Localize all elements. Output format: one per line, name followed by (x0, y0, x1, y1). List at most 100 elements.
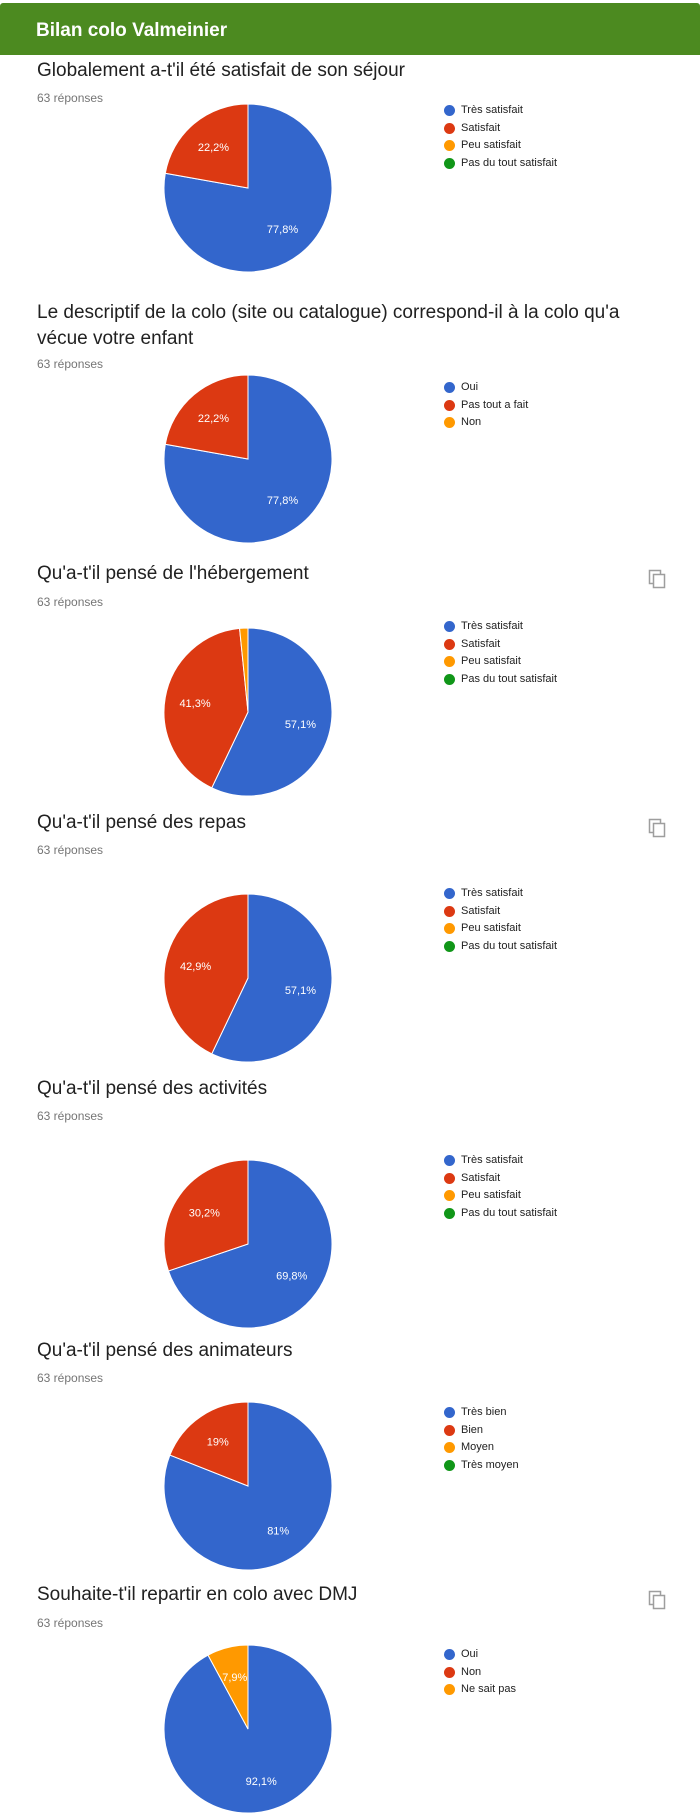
copy-chart-icon[interactable] (648, 818, 666, 838)
legend-label: Très bien (461, 1406, 507, 1418)
pie-chart: 77,8% 22,2% (163, 374, 333, 544)
pie-slice (163, 103, 333, 273)
legend-color-dot (444, 656, 455, 667)
legend-color-dot (444, 1459, 455, 1471)
legend-label: Pas du tout satisfait (461, 1206, 557, 1219)
question-title: Qu'a-t'il pensé des activités (37, 1078, 268, 1099)
legend-label: Très satisfait (461, 104, 523, 116)
legend-color-dot (444, 1442, 455, 1453)
copy-chart-icon[interactable] (648, 569, 666, 589)
legend-label: Non (461, 1665, 482, 1678)
question-title: Souhaite-t'il repartir en colo avec DMJ (37, 1584, 358, 1605)
pie-chart: 92,1% 7,9% (163, 1644, 333, 1814)
slice-label: 77,8% (267, 495, 298, 507)
legend-color-dot (444, 1424, 455, 1436)
legend-color-dot (444, 157, 455, 169)
copy-chart-icon[interactable] (648, 1590, 666, 1610)
question-title: Le descriptif de la colo (site ou catalo… (37, 302, 620, 349)
pie-chart: 77,8% 22,2% (163, 103, 333, 273)
slice-label: 92,1% (246, 1776, 277, 1788)
pie-chart: 69,8% 30,2% (163, 1159, 333, 1329)
pie-slice (163, 627, 249, 789)
response-count: 63 réponses (37, 1109, 104, 1123)
legend-label: Oui (461, 1648, 479, 1660)
pie-slice (211, 627, 333, 797)
pie-slice (163, 374, 333, 544)
legend-label: Peu satisfait (461, 922, 521, 934)
slice-label: 7,9% (222, 1672, 247, 1684)
slice-label: 42,9% (180, 961, 211, 973)
legend-color-dot (444, 399, 455, 411)
pie-slice (211, 893, 333, 1063)
slice-label: 19% (207, 1437, 229, 1449)
form-header: Bilan colo Valmeinier (0, 3, 700, 55)
legend-color-dot (444, 122, 455, 134)
legend-label: Satisfait (461, 904, 501, 917)
legend-label: Très satisfait (461, 620, 523, 632)
legend-label: Satisfait (461, 1171, 501, 1184)
legend-label: Satisfait (461, 637, 501, 650)
response-count: 63 réponses (37, 1616, 104, 1630)
response-count: 63 réponses (37, 91, 104, 105)
question-title: Qu'a-t'il pensé des animateurs (37, 1340, 293, 1361)
pie-slice (164, 103, 249, 189)
legend-color-dot (444, 621, 455, 632)
pie-slice (167, 1159, 333, 1329)
pie-slice (163, 1401, 333, 1571)
legend-label: Ne sait pas (461, 1683, 517, 1695)
slice-label: 77,8% (267, 224, 298, 236)
legend-color-dot (444, 638, 455, 650)
pie-slice (164, 374, 249, 460)
pie-slice (163, 1159, 249, 1272)
legend-color-dot (444, 1172, 455, 1184)
pie-chart: 81% 19% (163, 1401, 333, 1571)
legend-color-dot (444, 1190, 455, 1201)
legend-label: Pas tout a fait (461, 398, 529, 411)
form-title: Bilan colo Valmeinier (36, 20, 228, 41)
legend-color-dot (444, 940, 455, 952)
legend-label: Très moyen (461, 1458, 519, 1471)
legend-label: Bien (461, 1423, 484, 1436)
slice-label: 30,2% (189, 1208, 220, 1220)
pie-slice (163, 893, 249, 1055)
legend-color-dot (444, 923, 455, 934)
legend-label: Peu satisfait (461, 655, 521, 667)
slice-label: 41,3% (179, 698, 210, 710)
slice-label: 22,2% (198, 413, 229, 425)
pie-chart: 57,1% 41,3% (163, 627, 333, 797)
legend-label: Très satisfait (461, 1154, 523, 1166)
response-count: 63 réponses (37, 357, 104, 371)
legend-color-dot (444, 1407, 455, 1418)
slice-label: 57,1% (285, 719, 316, 731)
legend-label: Très satisfait (461, 887, 523, 899)
legend-label: Pas du tout satisfait (461, 939, 557, 952)
legend-color-dot (444, 1207, 455, 1219)
question-title: Qu'a-t'il pensé de l'hébergement (37, 563, 309, 584)
slice-label: 57,1% (285, 985, 316, 997)
slice-label: 81% (267, 1525, 289, 1537)
legend-color-dot (444, 105, 455, 116)
legend-color-dot (444, 888, 455, 899)
legend-color-dot (444, 1155, 455, 1166)
legend-color-dot (444, 1666, 455, 1678)
legend-label: Moyen (461, 1441, 495, 1453)
pie-slice (169, 1401, 249, 1487)
slice-label: 22,2% (198, 142, 229, 154)
legend-color-dot (444, 417, 455, 428)
legend-color-dot (444, 140, 455, 151)
legend-label: Peu satisfait (461, 139, 521, 151)
question-title: Qu'a-t'il pensé des repas (37, 812, 246, 833)
legend-color-dot (444, 1649, 455, 1660)
legend-label: Peu satisfait (461, 1189, 521, 1201)
pie-chart: 57,1% 42,9% (163, 893, 333, 1063)
legend-color-dot (444, 382, 455, 393)
response-count: 63 réponses (37, 595, 104, 609)
legend-label: Pas du tout satisfait (461, 672, 557, 685)
legend-label: Satisfait (461, 121, 501, 134)
pie-slice (239, 627, 249, 713)
legend-label: Non (461, 416, 482, 428)
response-count: 63 réponses (37, 843, 104, 857)
legend-color-dot (444, 1684, 455, 1695)
legend-color-dot (444, 905, 455, 917)
slice-label: 69,8% (276, 1270, 307, 1282)
